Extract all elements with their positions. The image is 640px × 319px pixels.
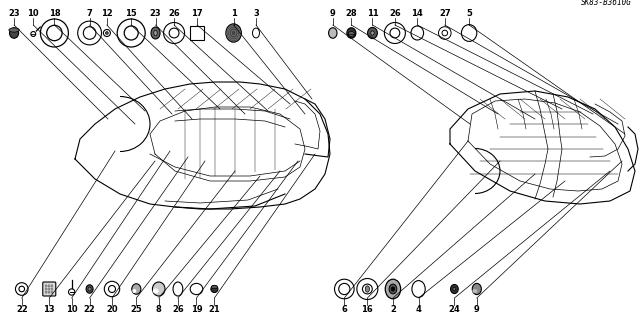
- Text: 8: 8: [156, 305, 161, 314]
- Ellipse shape: [391, 287, 395, 291]
- Ellipse shape: [461, 25, 477, 41]
- Ellipse shape: [15, 283, 28, 295]
- Ellipse shape: [104, 281, 120, 297]
- Ellipse shape: [190, 283, 203, 295]
- Text: 27: 27: [439, 10, 451, 19]
- Text: 23: 23: [8, 10, 20, 19]
- Ellipse shape: [365, 286, 369, 292]
- Ellipse shape: [371, 31, 374, 35]
- Text: 24: 24: [449, 305, 460, 314]
- Ellipse shape: [77, 21, 102, 45]
- Ellipse shape: [472, 289, 477, 293]
- Ellipse shape: [451, 285, 458, 293]
- Ellipse shape: [339, 283, 350, 295]
- Ellipse shape: [472, 283, 481, 295]
- Ellipse shape: [211, 286, 218, 293]
- Ellipse shape: [164, 23, 184, 43]
- Text: 16: 16: [362, 305, 373, 314]
- Text: 20: 20: [106, 305, 118, 314]
- Ellipse shape: [211, 285, 218, 289]
- Ellipse shape: [385, 23, 405, 43]
- Text: 6: 6: [341, 305, 348, 314]
- Text: 14: 14: [412, 10, 423, 19]
- Text: 5: 5: [466, 10, 472, 19]
- Text: 9: 9: [330, 10, 335, 19]
- Ellipse shape: [362, 284, 372, 294]
- Ellipse shape: [385, 279, 401, 299]
- Ellipse shape: [253, 28, 259, 38]
- Text: 26: 26: [168, 10, 180, 19]
- Ellipse shape: [47, 25, 62, 41]
- Ellipse shape: [132, 284, 141, 294]
- Ellipse shape: [106, 32, 108, 34]
- Ellipse shape: [40, 19, 68, 47]
- Ellipse shape: [88, 287, 91, 291]
- Text: 21: 21: [209, 305, 220, 314]
- Text: 7: 7: [87, 10, 92, 19]
- Text: 26: 26: [172, 305, 184, 314]
- Ellipse shape: [10, 28, 19, 38]
- Ellipse shape: [335, 279, 354, 299]
- Ellipse shape: [9, 28, 19, 32]
- Text: 9: 9: [474, 305, 479, 314]
- Text: 17: 17: [191, 10, 203, 19]
- Text: 25: 25: [131, 305, 142, 314]
- Ellipse shape: [226, 24, 241, 42]
- Text: 18: 18: [49, 10, 60, 19]
- Text: SK83-B3610G: SK83-B3610G: [581, 0, 632, 7]
- Ellipse shape: [169, 28, 179, 38]
- Ellipse shape: [367, 27, 378, 39]
- Ellipse shape: [442, 30, 447, 36]
- Text: 13: 13: [44, 305, 55, 314]
- Ellipse shape: [86, 285, 93, 293]
- Text: 22: 22: [84, 305, 95, 314]
- Text: 12: 12: [101, 10, 113, 19]
- Text: 11: 11: [367, 10, 378, 19]
- Ellipse shape: [357, 278, 378, 300]
- Ellipse shape: [124, 26, 138, 40]
- Ellipse shape: [132, 289, 136, 293]
- Ellipse shape: [390, 28, 400, 38]
- Ellipse shape: [453, 287, 456, 291]
- FancyBboxPatch shape: [43, 282, 56, 296]
- Text: 10: 10: [66, 305, 77, 314]
- Ellipse shape: [109, 286, 115, 293]
- Text: 15: 15: [125, 10, 137, 19]
- Ellipse shape: [151, 27, 160, 39]
- Text: 26: 26: [389, 10, 401, 19]
- Bar: [190, 26, 204, 40]
- Ellipse shape: [83, 27, 96, 39]
- Text: 3: 3: [253, 10, 259, 19]
- Ellipse shape: [154, 30, 157, 36]
- Ellipse shape: [117, 19, 145, 47]
- Text: 2: 2: [390, 305, 396, 314]
- Ellipse shape: [153, 288, 159, 293]
- Ellipse shape: [328, 28, 337, 38]
- Ellipse shape: [152, 282, 165, 296]
- Text: 19: 19: [191, 305, 202, 314]
- Text: 23: 23: [150, 10, 161, 19]
- Ellipse shape: [173, 282, 183, 296]
- Text: 10: 10: [28, 10, 39, 19]
- Ellipse shape: [412, 281, 425, 297]
- Text: 4: 4: [415, 305, 422, 314]
- Ellipse shape: [348, 32, 355, 36]
- Text: 28: 28: [346, 10, 357, 19]
- Ellipse shape: [19, 286, 24, 292]
- Ellipse shape: [347, 28, 356, 38]
- Ellipse shape: [438, 27, 451, 39]
- Text: 1: 1: [230, 10, 237, 19]
- Text: 22: 22: [16, 305, 28, 314]
- Ellipse shape: [389, 284, 397, 294]
- Ellipse shape: [411, 26, 424, 40]
